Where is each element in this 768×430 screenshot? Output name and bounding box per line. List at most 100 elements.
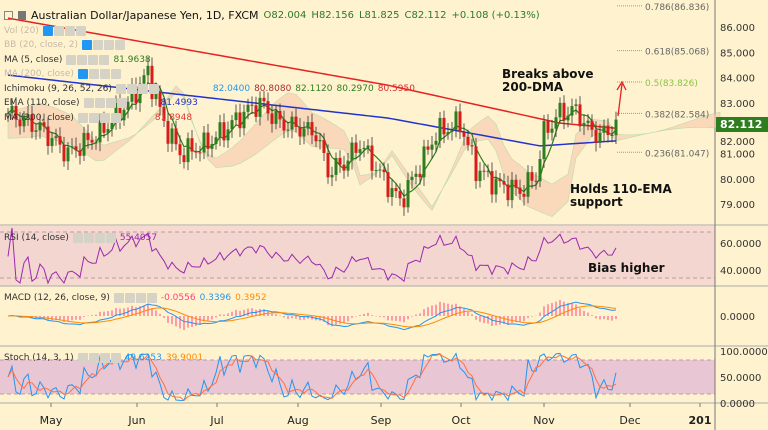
legend-stoch[interactable]: Stoch (14, 3, 1) 49.6253 39.9001 <box>4 353 203 363</box>
legend-value: 0.3952 <box>235 293 267 303</box>
candle-body <box>210 143 214 149</box>
candle-body <box>494 178 498 195</box>
candle-body <box>486 171 490 173</box>
candle-body <box>430 144 434 150</box>
price-tick: 81.000 <box>720 150 755 161</box>
price-tick: 83.000 <box>720 99 755 110</box>
candle-body <box>206 132 210 149</box>
time-tick-label: Aug <box>287 414 308 427</box>
legend-buttons[interactable] <box>115 84 159 94</box>
stoch-d-line <box>7 353 617 401</box>
flag-icon <box>18 11 26 20</box>
stoch-tick: 50.0000 <box>720 373 761 384</box>
legend-vol[interactable]: Vol (20) <box>4 26 86 36</box>
candle-body <box>42 122 46 127</box>
candle-body <box>238 112 242 129</box>
legend-buttons[interactable] <box>77 113 121 123</box>
high-value: H82.156 <box>311 10 354 21</box>
candle-body <box>406 180 410 208</box>
collapse-icon[interactable] <box>4 11 13 20</box>
candle-body <box>530 172 534 181</box>
time-tick-label: 201 <box>689 414 712 427</box>
legend-value: 82.0400 <box>212 84 251 94</box>
legend-label: MA (5, close) <box>4 55 63 65</box>
candle-body <box>522 193 526 197</box>
legend-macd[interactable]: MACD (12, 26, close, 9) -0.0556 0.3396 0… <box>4 293 267 303</box>
candle-body <box>126 101 130 110</box>
candle-body <box>334 157 338 175</box>
legend-ma200[interactable]: MA (200, close) 81.8948 <box>4 113 192 123</box>
legend-ema[interactable]: EMA (110, close) 81.4993 <box>4 98 198 108</box>
candle-body <box>410 176 414 181</box>
legend-ma5[interactable]: MA (5, close) 81.9638 <box>4 55 151 65</box>
candle-body <box>374 170 378 172</box>
legend-buttons[interactable] <box>83 98 127 108</box>
candle-body <box>474 146 478 182</box>
candle-body <box>418 173 422 178</box>
fib-level-label: 0.5(83.826) <box>645 79 698 89</box>
legend-value: 80.5950 <box>377 84 415 94</box>
legend-buttons[interactable] <box>82 40 126 50</box>
candle-body <box>222 122 226 141</box>
candle-body <box>278 110 282 120</box>
legend-buttons[interactable] <box>77 69 121 79</box>
candle-body <box>14 105 18 120</box>
legend-buttons[interactable] <box>113 293 157 303</box>
candle-body <box>226 129 230 141</box>
symbol-title[interactable]: Australian Dollar/Japanese Yen, 1D, FXCM <box>31 9 259 22</box>
candle-body <box>322 140 326 154</box>
candle-body <box>50 138 54 146</box>
candle-body <box>422 146 426 178</box>
candle-body <box>158 92 162 107</box>
candle-body <box>534 180 538 182</box>
legend-buttons[interactable] <box>42 26 86 36</box>
legend-buttons[interactable] <box>72 233 116 243</box>
candle-body <box>114 103 118 123</box>
price-tick: 86.000 <box>720 23 755 34</box>
candle-body <box>98 120 102 143</box>
candle-body <box>526 172 530 197</box>
legend-buttons[interactable] <box>77 353 121 363</box>
rsi-line <box>7 227 617 285</box>
legend-rsi[interactable]: RSI (14, close) 55.4057 <box>4 233 157 243</box>
candle-body <box>10 105 14 114</box>
candle-body <box>566 115 570 121</box>
candle-body <box>362 147 366 150</box>
candle-body <box>462 132 466 137</box>
candle-body <box>78 150 82 156</box>
candle-body <box>594 129 598 143</box>
fib-level-label: 0.382(82.584) <box>645 110 709 120</box>
candle-body <box>94 142 98 144</box>
annotation-holds: Holds 110-EMA support <box>570 182 672 209</box>
fib-level-label: 0.236(81.047) <box>645 149 709 159</box>
candle-body <box>38 122 42 131</box>
legend-bb[interactable]: BB (20, close, 2) <box>4 40 126 50</box>
candle-body <box>102 120 106 133</box>
candle-body <box>518 187 522 194</box>
candle-body <box>538 159 542 182</box>
candle-body <box>546 121 550 133</box>
candle-body <box>202 132 206 153</box>
macd-line <box>7 301 617 331</box>
candle-body <box>490 171 494 195</box>
candle-body <box>586 120 590 123</box>
legend-ichimoku[interactable]: Ichimoku (9, 26, 52, 26) 82.0400 80.8080… <box>4 84 415 94</box>
candle-body <box>326 153 330 178</box>
candle-body <box>146 65 150 76</box>
legend-buttons[interactable] <box>66 55 110 65</box>
candle-body <box>390 188 394 198</box>
macd-tick: 0.0000 <box>720 312 755 323</box>
candle-body <box>606 125 610 135</box>
candle-body <box>590 120 594 130</box>
candle-body <box>562 102 566 121</box>
candle-body <box>30 114 34 132</box>
annotation-bias: Bias higher <box>588 261 665 275</box>
change-value: +0.108 (+0.13%) <box>451 10 540 21</box>
legend-ma200b[interactable]: MA (200, close) <box>4 69 121 79</box>
legend-value: 39.9001 <box>165 353 204 363</box>
macd-signal-line <box>7 305 617 328</box>
candle-body <box>370 145 374 171</box>
candle-body <box>454 111 458 130</box>
time-tick-label: Jun <box>127 414 145 427</box>
